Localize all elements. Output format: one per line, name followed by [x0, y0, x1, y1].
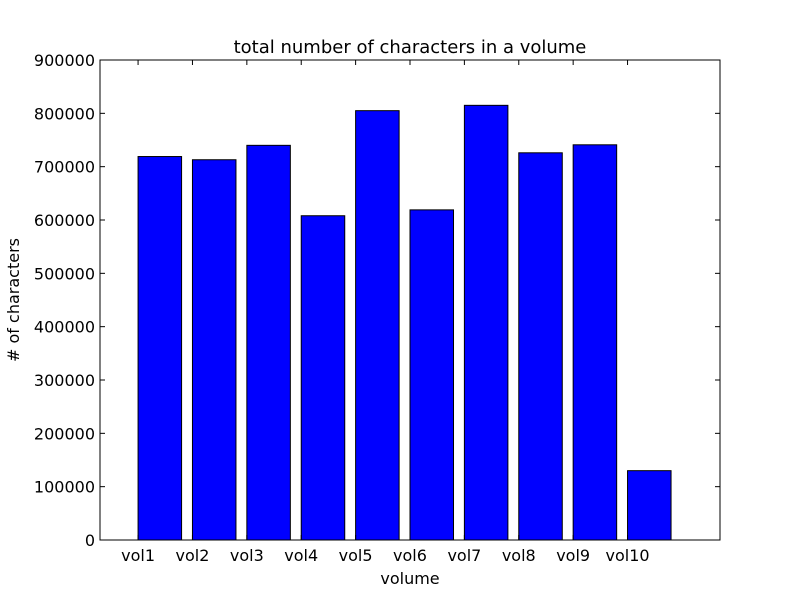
- y-tick-label: 600000: [34, 211, 95, 230]
- y-tick-label: 800000: [34, 104, 95, 123]
- y-axis-label: # of characters: [4, 238, 23, 362]
- x-tick-label: vol9: [556, 546, 590, 565]
- y-tick-label: 500000: [34, 264, 95, 283]
- x-axis-label: volume: [380, 569, 439, 588]
- bar-vol6: [409, 209, 455, 541]
- bar-vol5: [355, 110, 400, 541]
- bar-vol10: [627, 470, 672, 541]
- x-tick-label: vol5: [339, 546, 373, 565]
- y-tick-label: 100000: [34, 478, 95, 497]
- x-tick-label: vol8: [502, 546, 536, 565]
- bar-vol8: [518, 152, 563, 541]
- bar-vol2: [191, 159, 237, 541]
- y-tick-label: 700000: [34, 158, 95, 177]
- bar-vol3: [246, 144, 291, 541]
- bars: [137, 104, 672, 541]
- x-tick-label: vol10: [606, 546, 650, 565]
- x-tick-label: vol6: [393, 546, 427, 565]
- chart-title: total number of characters in a volume: [234, 37, 587, 58]
- x-tick-label: vol2: [176, 546, 210, 565]
- bar-vol4: [300, 215, 346, 541]
- x-tick-label: vol4: [284, 546, 318, 565]
- axis-ticks: vol1 vol2 vol3 vol4 vol5 vol6 vol7 vol8 vol9 vol1…: [34, 51, 720, 565]
- bar-vol7: [463, 104, 509, 541]
- y-tick-label: 0: [85, 531, 95, 550]
- bar-vol1: [137, 156, 183, 541]
- y-tick-label: 200000: [34, 424, 95, 443]
- y-tick-label: 400000: [34, 318, 95, 337]
- y-tick-label: 300000: [34, 371, 95, 390]
- y-tick-label: 900000: [34, 51, 95, 70]
- x-tick-label: vol1: [121, 546, 155, 565]
- x-tick-label: vol7: [447, 546, 481, 565]
- bar-vol9: [572, 144, 618, 541]
- x-tick-label: vol3: [230, 546, 264, 565]
